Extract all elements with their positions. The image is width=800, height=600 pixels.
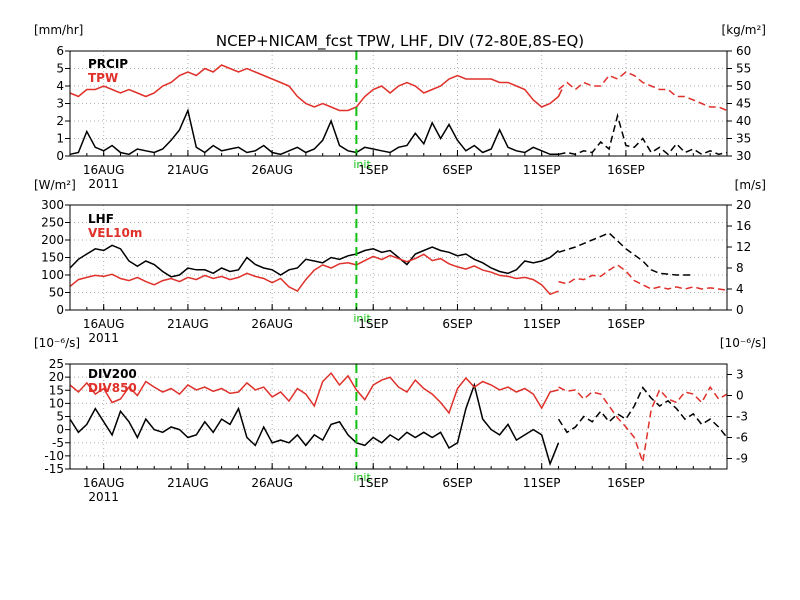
left-tick-label: 100 [41,268,64,282]
right-tick-label: 16 [736,219,751,233]
x-tick-label: 21AUG [167,163,209,177]
x-tick-label: 6SEP [442,476,472,490]
right-tick-label: 50 [736,79,751,93]
left-tick-label: -15 [44,462,64,476]
right-axis-unit: [kg/m²] [722,23,766,37]
div200-observed-line [69,382,560,467]
right-tick-label: 0 [736,303,744,317]
x-tick-label: 1SEP [358,163,388,177]
left-tick-label: 0 [56,303,64,317]
x-tick-label: 11SEP [523,163,561,177]
x-tick-label: 1SEP [358,476,388,490]
left-tick-label: 250 [41,216,64,230]
x-tick-label: 26AUG [251,317,293,331]
left-tick-label: 10 [49,396,64,410]
left-tick-label: 150 [41,251,64,265]
x-tick-label: 16AUG [83,317,125,331]
right-tick-label: 3 [736,368,744,382]
right-tick-label: 4 [736,282,744,296]
prcip-observed-line [69,108,559,156]
left-tick-label: 5 [56,410,64,424]
left-tick-label: 2 [56,114,64,128]
left-tick-label: 20 [49,370,64,384]
left-tick-label: -5 [52,436,64,450]
x-tick-label: 21AUG [167,476,209,490]
right-tick-label: 30 [736,149,751,163]
right-tick-label: -3 [736,410,748,424]
prcip-forecast-line [558,112,728,156]
legend-div850: DIV850 [88,381,137,395]
right-tick-label: 55 [736,62,751,76]
left-axis-unit: [W/m²] [34,178,76,192]
div200-forecast-line [557,386,728,438]
x-tick-label: 6SEP [442,163,472,177]
tpw-forecast-line [558,71,728,112]
right-tick-label: 40 [736,114,751,128]
lhf-observed-line [69,244,559,278]
left-axis-unit: [mm/hr] [34,23,83,37]
panel-bottom: init-15-10-50510152025-9-6-30316AUG20112… [34,336,766,504]
left-tick-label: 25 [49,357,64,371]
left-axis-unit: [10⁻⁶/s] [34,336,80,350]
right-tick-label: 60 [736,44,751,58]
right-tick-label: -6 [736,431,748,445]
x-tick-year: 2011 [88,490,119,504]
legend-vel10m: VEL10m [88,226,142,240]
legend-div200: DIV200 [88,367,137,381]
left-tick-label: 5 [56,62,64,76]
x-tick-label: 16AUG [83,476,125,490]
right-tick-label: 45 [736,97,751,111]
right-tick-label: -9 [736,452,748,466]
x-tick-label: 26AUG [251,163,293,177]
left-tick-label: 0 [56,149,64,163]
right-tick-label: 12 [736,240,751,254]
x-tick-label: 26AUG [251,476,293,490]
right-tick-label: 8 [736,261,744,275]
legend-lhf: LHF [88,212,114,226]
x-tick-label: 21AUG [167,317,209,331]
tpw-observed-line [69,64,563,112]
right-axis-unit: [10⁻⁶/s] [720,336,766,350]
left-tick-label: 15 [49,383,64,397]
left-tick-label: 50 [49,286,64,300]
x-tick-label: 11SEP [523,317,561,331]
left-tick-label: 6 [56,44,64,58]
x-tick-label: 16SEP [607,163,645,177]
x-tick-year: 2011 [88,177,119,191]
x-tick-label: 6SEP [442,317,472,331]
init-label: init [353,471,371,484]
vel10m-forecast-line [558,263,728,291]
x-tick-label: 11SEP [523,476,561,490]
right-tick-label: 35 [736,132,751,146]
right-tick-label: 20 [736,198,751,212]
lhf-forecast-line [558,232,694,276]
x-tick-label: 16SEP [607,476,645,490]
init-label: init [353,312,371,325]
legend-prcip: PRCIP [88,57,128,71]
right-axis-unit: [m/s] [735,178,766,192]
vel10m-observed-line [69,253,559,296]
left-tick-label: 0 [56,423,64,437]
left-tick-label: 4 [56,79,64,93]
div850-observed-line [69,371,559,415]
right-tick-label: 0 [736,389,744,403]
left-tick-label: 300 [41,198,64,212]
x-tick-label: 16SEP [607,317,645,331]
left-tick-label: -10 [44,449,64,463]
panel-middle: init05010015020025030004812162016AUG2011… [34,178,766,345]
chart-title: NCEP+NICAM_fcst TPW, LHF, DIV (72-80E,8S… [216,32,584,51]
left-tick-label: 1 [56,132,64,146]
left-tick-label: 3 [56,97,64,111]
x-tick-year: 2011 [88,331,119,345]
div850-forecast-line [558,385,728,463]
x-tick-label: 16AUG [83,163,125,177]
legend-tpw: TPW [88,71,118,85]
x-tick-label: 1SEP [358,317,388,331]
init-label: init [353,158,371,171]
left-tick-label: 200 [41,233,64,247]
